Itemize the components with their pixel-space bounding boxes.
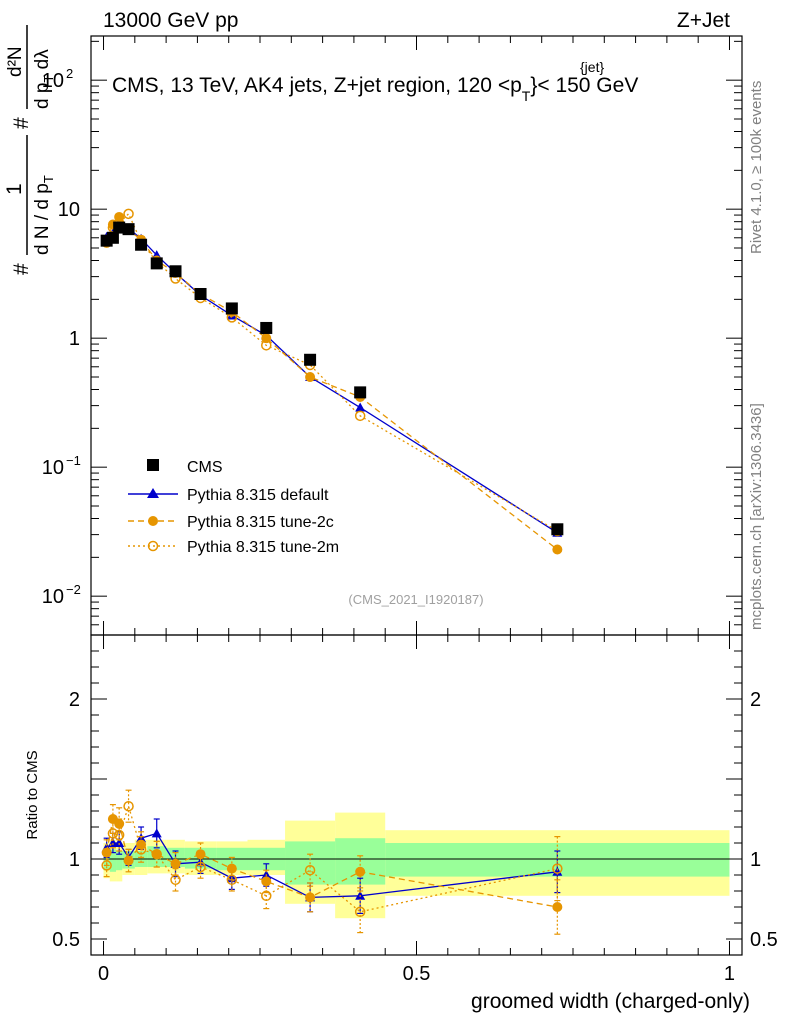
main-point-data-12 — [551, 523, 564, 536]
ratio-tick-label-left-0: 0.5 — [52, 929, 80, 951]
ratio-tick-label-right-1: 1 — [750, 849, 761, 871]
ratio-point-default-5 — [151, 828, 162, 838]
y-tick-label-0: 10 — [42, 586, 64, 608]
main-point-tune2m-9 — [261, 340, 272, 351]
ratio-point-tune2m-11 — [354, 906, 366, 918]
ratio-tick-label-left-2: 2 — [69, 689, 80, 711]
ratio-point-tune2c-3 — [123, 855, 134, 866]
y-tick-label-4: 10 — [42, 70, 64, 92]
y-label-hash-a: # — [10, 263, 33, 275]
legend-marker-tune2c — [148, 516, 158, 526]
main-line-tune2m — [106, 212, 558, 532]
y-tick-label-1: 10 — [42, 457, 64, 479]
main-point-data-11 — [354, 386, 367, 399]
y-label-frac-den-sub: T — [41, 175, 56, 183]
ratio-point-tune2c-11 — [355, 866, 366, 877]
main-point-tune2c-12 — [552, 544, 563, 555]
legend-marker-cms — [147, 459, 159, 471]
ratio-point-tune2m-9 — [261, 890, 272, 902]
ratio-frame — [90, 634, 743, 956]
legend-label-cms: CMS — [187, 459, 223, 476]
y-axis-label: # 1 d N / d pT # d²N d pT dλ — [3, 25, 56, 275]
chart-title-end: }< 150 GeV — [530, 74, 638, 97]
ratio-point-tune2m-7 — [195, 861, 206, 873]
main-point-data-8 — [225, 302, 238, 315]
band-inner-1 — [109, 849, 117, 872]
main-point-tune2c-10 — [305, 372, 316, 383]
y-label-frac-num: 1 — [3, 183, 26, 195]
main-point-data-2 — [113, 221, 126, 234]
main-point-data-1 — [106, 231, 119, 244]
y-tick-exp-4: 2 — [66, 66, 73, 81]
y-label-d2n-num: d²N — [5, 46, 26, 77]
y-label-hash-b: # — [10, 117, 33, 129]
ratio-point-tune2c-10 — [305, 892, 316, 903]
ratio-point-tune2c-7 — [195, 849, 206, 860]
chart-title: CMS, 13 TeV, AK4 jets, Z+jet region, 120… — [112, 74, 638, 104]
main-point-tune2m-3 — [123, 208, 134, 220]
main-point-data-5 — [150, 257, 163, 270]
ratio-panel: 0 0.5 1 0.5 0.5 1 1 2 2 — [52, 634, 778, 985]
ratio-point-default-12 — [552, 866, 563, 876]
chart-title-sup: {jet} — [580, 59, 604, 75]
ratio-tick-label-right-0: 0.5 — [750, 929, 778, 951]
y-label-frac-den: d N / d pT — [32, 175, 56, 255]
x-tick-label-1: 0.5 — [403, 963, 431, 985]
ratio-point-tune2m-5 — [151, 848, 162, 860]
ratio-point-tune2m-8 — [226, 874, 238, 886]
main-point-data-4 — [135, 238, 148, 251]
ratio-point-tune2c-6 — [170, 858, 181, 869]
ratio-y-label: Ratio to CMS — [24, 750, 41, 839]
ratio-point-tune2m-6 — [170, 874, 181, 886]
ratio-point-tune2m-0 — [101, 860, 112, 871]
ratio-point-tune2c-12 — [552, 902, 563, 912]
legend-marker-default — [147, 488, 159, 498]
main-point-tune2c-9 — [261, 333, 272, 344]
ratio-point-default-2 — [114, 838, 125, 847]
y-label-d2n-den-sub: T — [41, 75, 56, 83]
main-point-data-9 — [260, 321, 273, 334]
header-right: Z+Jet — [677, 9, 730, 32]
y-label-d2n-den: d pT dλ — [32, 49, 56, 109]
rivet-label: Rivet 4.1.0, ≥ 100k events — [748, 81, 765, 254]
x-tick-label-0: 0 — [98, 963, 109, 985]
y-label-d2n-den-end: dλ — [32, 49, 53, 75]
ratio-tick-label-right-2: 2 — [750, 689, 761, 711]
legend-label-default: Pythia 8.315 default — [187, 487, 329, 504]
legend-label-tune2c: Pythia 8.315 tune-2c — [187, 514, 334, 531]
legend-marker-tune2m — [147, 540, 159, 552]
main-point-data-10 — [304, 353, 317, 366]
ratio-point-tune2m-10 — [304, 864, 316, 876]
main-point-data-6 — [169, 265, 182, 278]
mcplots-label: mcplots.cern.ch [arXiv:1306.3436] — [748, 403, 765, 630]
ratio-point-tune2m-2 — [113, 829, 125, 841]
header-left: 13000 GeV pp — [103, 9, 238, 32]
chart-title-main: CMS, 13 TeV, AK4 jets, Z+jet region, 120… — [112, 74, 522, 97]
legend: CMS Pythia 8.315 default Pythia 8.315 tu… — [128, 459, 339, 556]
ratio-point-tune2m-4 — [135, 844, 147, 855]
y-label-frac-den-main: d N / d p — [32, 183, 53, 255]
ratio-point-tune2c-9 — [261, 876, 272, 887]
x-tick-label-2: 1 — [724, 963, 735, 985]
y-tick-exp-1: −1 — [66, 453, 81, 468]
ratio-point-tune2m-1 — [107, 828, 119, 839]
y-tick-label-2: 1 — [69, 328, 80, 350]
legend-label-tune2m: Pythia 8.315 tune-2m — [187, 539, 339, 556]
ratio-point-tune2m-3 — [123, 800, 134, 812]
main-point-tune2m-11 — [354, 410, 366, 422]
main-point-data-7 — [194, 287, 207, 300]
y-tick-exp-0: −2 — [66, 582, 81, 597]
main-point-default-11 — [355, 402, 366, 412]
ratio-point-tune2m-12 — [552, 863, 563, 874]
y-label-d2n-den-main: d p — [32, 83, 53, 109]
x-axis-label: groomed width (charged-only) — [471, 990, 750, 1013]
y-tick-label-3: 10 — [58, 199, 80, 221]
band-inner-2 — [116, 851, 123, 871]
main-point-data-3 — [122, 223, 135, 236]
analysis-id: (CMS_2021_I1920187) — [348, 592, 483, 607]
chart-title-sub: T — [522, 88, 531, 104]
ratio-tick-label-left-1: 1 — [69, 849, 80, 871]
